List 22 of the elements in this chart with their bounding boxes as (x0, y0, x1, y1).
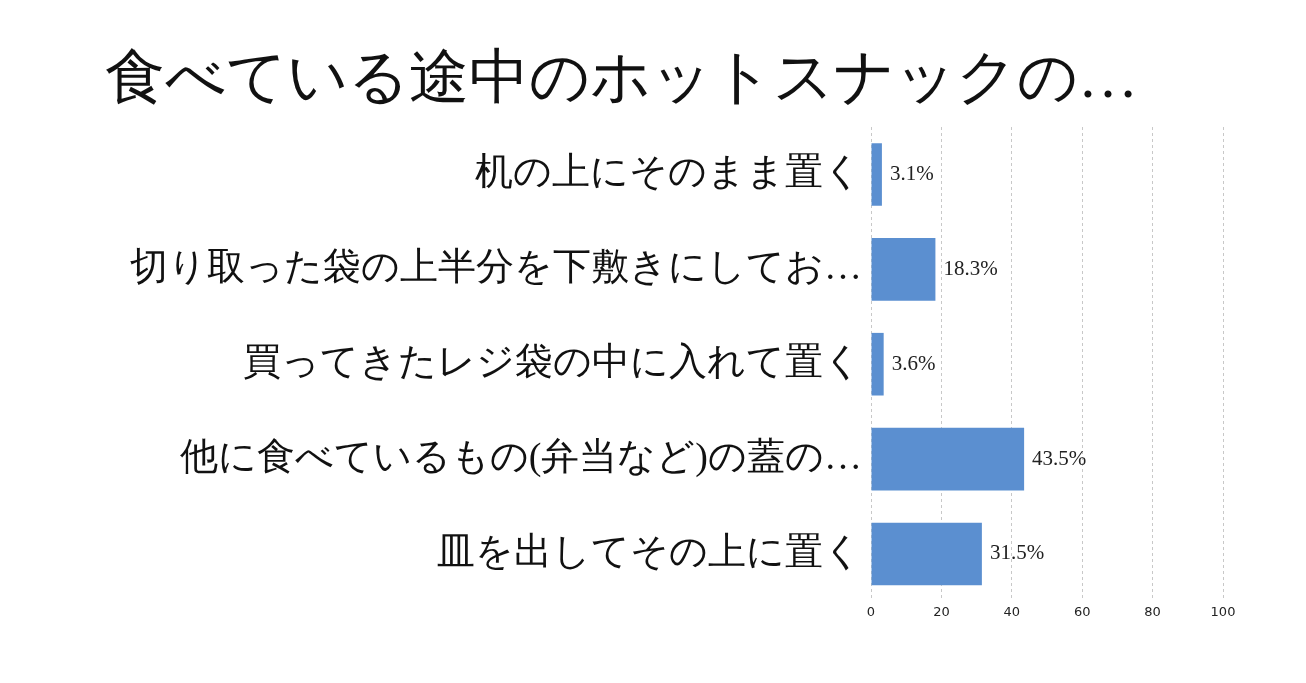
bar (871, 522, 982, 586)
x-tick-label: 0 (866, 603, 876, 619)
bar (871, 143, 882, 206)
data-label: 31.5% (989, 540, 1045, 565)
x-tick-label: 100 (1210, 603, 1236, 619)
y-tick-label: 切り取った袋の上半分を下敷きにしてお… (130, 245, 862, 288)
x-tick-label: 40 (1003, 603, 1021, 619)
y-tick-label: 皿を出してその上に置く (437, 529, 862, 572)
y-tick-label: 机の上にそのまま置く (475, 150, 862, 193)
y-tick-label: 買ってきたレジ袋の中に入れて置く (243, 340, 862, 383)
y-tick-label: 他に食べているもの(弁当など)の蓋の… (179, 435, 862, 479)
chart-title: 食べている途中のホットスナックの… (105, 43, 1138, 110)
x-tick-label: 80 (1144, 603, 1161, 619)
data-label: 18.3% (943, 255, 998, 280)
bar (871, 427, 1025, 491)
data-label: 3.1% (889, 160, 934, 185)
bar (871, 332, 884, 396)
data-label: 43.5% (1032, 445, 1087, 470)
bar (871, 238, 936, 301)
data-label: 3.6% (891, 350, 936, 375)
x-tick-label: 20 (933, 603, 950, 619)
x-tick-label: 60 (1073, 603, 1091, 619)
